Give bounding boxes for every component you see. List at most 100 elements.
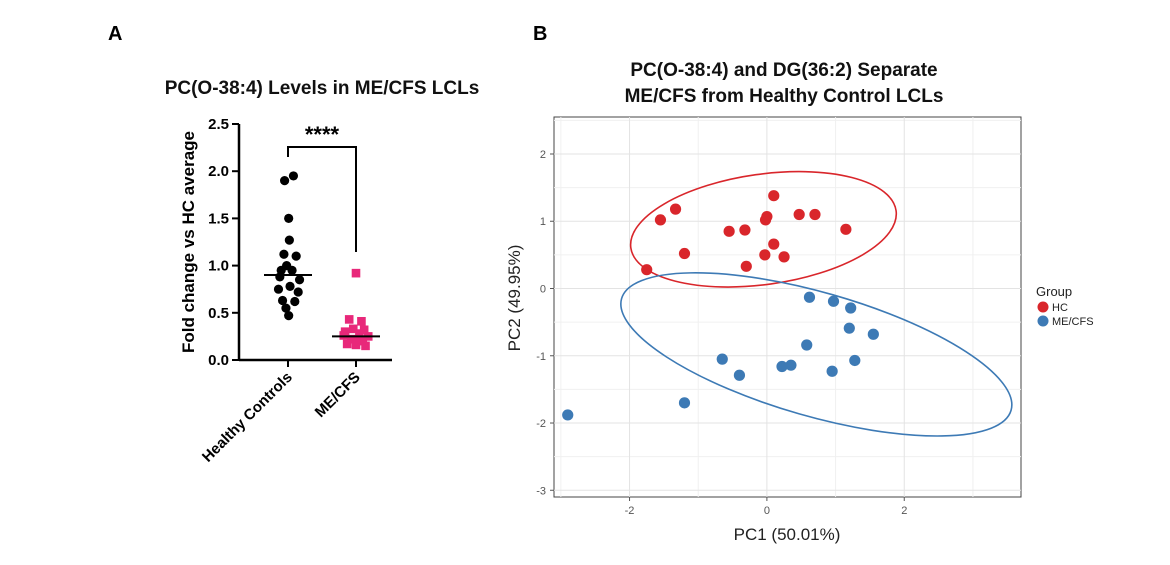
healthy-control-point <box>275 272 285 282</box>
mecfs-confidence-ellipse <box>620 272 1013 437</box>
x-tick-label: -2 <box>625 505 635 517</box>
healthy-control-point <box>281 303 291 313</box>
panel-b-x-axis-label: PC1 (50.01%) <box>734 525 841 544</box>
panel-b-ticks: -2 0 2 2 1 0 -1 -2 -3 <box>536 149 907 517</box>
mecfs-point <box>803 291 816 303</box>
mecfs-point <box>845 302 857 314</box>
healthy-control-point <box>288 171 299 181</box>
healthy-control-point <box>293 287 303 297</box>
panel-a-y-tick-label: 1.0 <box>208 258 229 275</box>
panel-a-axes <box>237 124 392 362</box>
hc-point <box>761 210 773 223</box>
legend-key <box>1037 315 1049 327</box>
healthy-control-point <box>287 265 297 275</box>
y-tick-label: -2 <box>536 418 546 430</box>
panel-a-medians <box>264 274 380 338</box>
hc-point <box>768 190 780 202</box>
panel-a-y-tick-label: 0.5 <box>208 305 229 322</box>
hc-confidence-ellipse <box>629 170 898 288</box>
panel-a-points <box>273 171 373 351</box>
mecfs-point <box>716 353 728 365</box>
mecfs-point <box>361 341 370 351</box>
mecfs-point <box>733 369 746 381</box>
panel-a-letter: A <box>108 23 122 45</box>
legend-label: ME/CFS <box>1052 316 1094 328</box>
mecfs-point <box>843 322 855 334</box>
mecfs-point <box>801 339 813 351</box>
panel-a-y-tick-label: 0.0 <box>208 352 229 369</box>
mecfs-point <box>350 334 359 344</box>
mecfs-point <box>351 340 361 350</box>
hc-point <box>723 225 735 237</box>
healthy-control-point <box>291 251 301 261</box>
panel-b-plot-area <box>553 116 1022 498</box>
mecfs-point <box>867 328 879 340</box>
panel-b-gridlines <box>554 117 1021 497</box>
y-tick-label: 1 <box>540 216 546 228</box>
x-tick-label: 0 <box>764 505 770 517</box>
hc-point <box>768 238 780 250</box>
mecfs-point <box>357 316 366 326</box>
healthy-control-point <box>290 296 300 307</box>
mecfs-point <box>351 268 361 278</box>
healthy-control-point <box>284 213 294 223</box>
panel-b: B PC(O-38:4) and DG(36:2) Separate ME/CF… <box>505 23 1094 544</box>
significance-stars: **** <box>305 122 340 147</box>
healthy-control-point <box>280 176 290 186</box>
healthy-control-point <box>284 235 294 245</box>
panel-b-title-line-2: ME/CFS from Healthy Control LCLs <box>625 86 944 107</box>
hc-point <box>641 264 653 276</box>
hc-point <box>740 260 752 272</box>
significance-bracket-line <box>287 146 357 252</box>
healthy-control-point <box>284 311 294 321</box>
panel-a-y-tick-label: 1.5 <box>208 210 229 227</box>
panel-a-category-label: Healthy Controls <box>199 369 296 466</box>
healthy-control-point <box>294 275 305 285</box>
panel-a-category-labels: Healthy Controls ME/CFS <box>199 360 364 466</box>
mecfs-point <box>785 359 797 371</box>
mecfs-point <box>355 329 364 338</box>
hc-point <box>809 208 821 221</box>
panel-a-significance-bracket: **** <box>287 122 357 252</box>
mecfs-point <box>849 354 861 367</box>
hc-point <box>654 214 667 226</box>
panel-b-letter: B <box>533 23 547 45</box>
y-tick-label: 0 <box>540 284 546 296</box>
healthy-control-point <box>277 295 288 306</box>
mecfs-point <box>827 295 840 307</box>
healthy-control-point <box>285 281 295 291</box>
panel-a-category-label: ME/CFS <box>312 369 364 421</box>
y-tick-label: 2 <box>540 149 546 161</box>
panel-a-y-tick-label: 2.0 <box>208 163 229 180</box>
hc-point <box>793 208 805 221</box>
y-tick-label: -1 <box>536 351 546 363</box>
y-tick-label: -3 <box>536 485 546 497</box>
panel-b-y-axis-label: PC2 (49.95%) <box>505 245 524 352</box>
panel-a: A PC(O-38:4) Levels in ME/CFS LCLs Fold … <box>108 23 479 466</box>
mecfs-point <box>562 409 574 421</box>
panel-b-points <box>562 190 879 421</box>
hc-point <box>678 247 691 260</box>
panel-b-legend: Group HC ME/CFS <box>1036 284 1094 328</box>
x-tick-label: 2 <box>901 505 907 517</box>
hc-point <box>669 203 682 215</box>
hc-point <box>840 223 852 235</box>
hc-point <box>778 251 790 263</box>
mecfs-point <box>359 325 369 335</box>
healthy-control-point <box>279 249 289 259</box>
legend-key <box>1037 301 1049 313</box>
mecfs-point <box>348 324 358 334</box>
panel-a-y-axis-label: Fold change vs HC average <box>179 131 198 353</box>
mecfs-point <box>358 336 368 346</box>
mecfs-point <box>344 315 354 324</box>
mecfs-point <box>826 365 838 377</box>
panel-a-y-tick-label: 2.5 <box>208 116 229 133</box>
hc-point <box>739 224 751 236</box>
mecfs-point <box>776 360 788 373</box>
panel-a-title: PC(O-38:4) Levels in ME/CFS LCLs <box>165 78 480 99</box>
panel-b-ellipses <box>620 170 1013 437</box>
healthy-control-point <box>273 284 284 294</box>
mecfs-point <box>678 397 691 409</box>
hc-point <box>759 249 771 261</box>
